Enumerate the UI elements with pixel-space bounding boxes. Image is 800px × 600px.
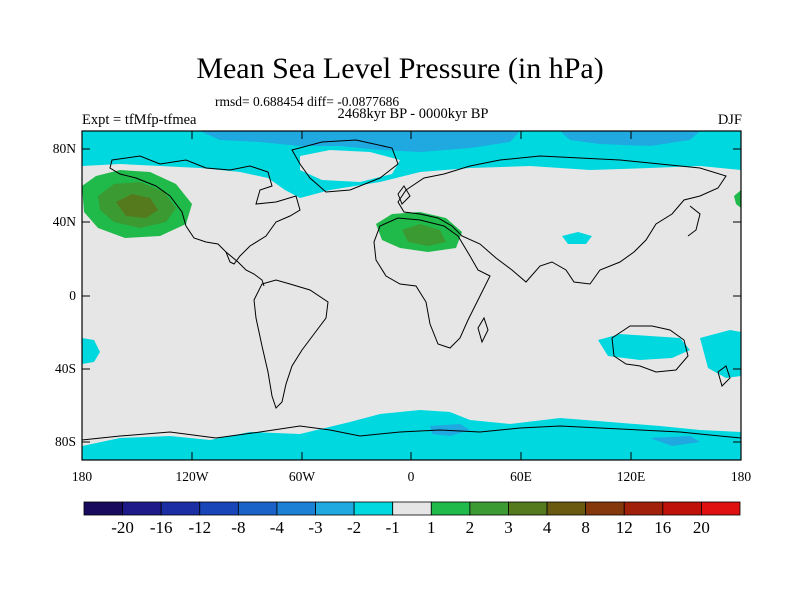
colorbar-label: 8 bbox=[581, 518, 590, 537]
north-pacific-anomaly-olive bbox=[116, 194, 158, 218]
coastline-new-zealand bbox=[717, 365, 731, 387]
arctic-anomaly-blue bbox=[200, 131, 520, 152]
lat-label-40n: 40N bbox=[52, 214, 76, 229]
east-edge-anomaly-green bbox=[734, 190, 741, 208]
colorbar-box bbox=[430, 501, 471, 516]
coastline-japan bbox=[687, 205, 701, 237]
colorbar bbox=[83, 501, 741, 516]
lon-label-120w: 120W bbox=[175, 469, 209, 484]
arctic-anomaly-blue-east bbox=[560, 131, 700, 146]
southwest-pacific-anomaly-cyan bbox=[82, 338, 100, 364]
colorbar-box bbox=[315, 501, 355, 516]
period-line: 2468kyr BP - 0000kyr BP bbox=[337, 106, 489, 122]
colorbar-box bbox=[237, 501, 278, 516]
longitude-ticks bbox=[81, 131, 742, 460]
lon-label-0: 0 bbox=[407, 469, 415, 484]
coastline-africa bbox=[373, 217, 491, 349]
colorbar-label: 12 bbox=[615, 518, 633, 537]
colorbar-box bbox=[160, 501, 201, 516]
southeast-pacific-anomaly-cyan bbox=[700, 330, 741, 378]
north-africa-anomaly-darkgreen bbox=[402, 224, 446, 246]
map-field bbox=[82, 131, 741, 460]
colorbar-label: -8 bbox=[231, 518, 246, 537]
colorbar-box bbox=[585, 501, 625, 516]
coastline-eurasia bbox=[397, 155, 727, 285]
coastline-south-america bbox=[253, 279, 329, 409]
colorbar-label: -4 bbox=[269, 518, 284, 537]
lon-label-60w: 60W bbox=[288, 469, 316, 484]
asia-anomaly-cyan bbox=[562, 232, 592, 244]
lat-label-40s: 40S bbox=[54, 361, 76, 376]
map-title: Mean Sea Level Pressure (in hPa) bbox=[196, 52, 604, 85]
lon-label-180w: 180 bbox=[71, 469, 93, 484]
lat-label-80s: 80S bbox=[54, 434, 76, 449]
latitude-ticks bbox=[82, 148, 741, 443]
colorbar-label: 1 bbox=[427, 518, 436, 537]
colorbar-box bbox=[122, 501, 162, 516]
experiment-label: Expt = tfMfp-tfmea bbox=[82, 112, 197, 128]
coastline-north-america bbox=[109, 155, 301, 265]
australia-anomaly-cyan bbox=[598, 334, 690, 360]
colorbar-label: 20 bbox=[692, 518, 710, 537]
lon-label-180e: 180 bbox=[730, 469, 752, 484]
antarctic-anomaly-blue-east bbox=[650, 436, 700, 446]
colorbar-box bbox=[623, 501, 664, 516]
colorbar-label: -3 bbox=[308, 518, 323, 537]
neutral-background bbox=[82, 131, 741, 460]
lon-label-120e: 120E bbox=[616, 469, 646, 484]
colorbar-box bbox=[701, 501, 741, 516]
colorbar-label: 2 bbox=[465, 518, 475, 537]
greenland-neutral-patch bbox=[300, 150, 400, 182]
colorbar-box bbox=[508, 501, 548, 516]
season-label: DJF bbox=[717, 112, 742, 128]
coastlines bbox=[81, 139, 742, 441]
colorbar-label: -2 bbox=[347, 518, 362, 537]
colorbar-box bbox=[276, 501, 316, 516]
colorbar-label: -16 bbox=[149, 518, 173, 537]
colorbar-label: 4 bbox=[542, 518, 552, 537]
colorbar-box bbox=[199, 501, 239, 516]
colorbar-box bbox=[469, 501, 509, 516]
colorbar-label: 16 bbox=[654, 518, 672, 537]
coastline-australia bbox=[611, 325, 689, 373]
lat-label-80n: 80N bbox=[52, 141, 76, 156]
stats-line: rmsd= 0.688454 diff= -0.0877686 bbox=[215, 94, 400, 109]
colorbar-label: -20 bbox=[111, 518, 134, 537]
colorbar-label: -12 bbox=[188, 518, 212, 537]
coastline-antarctica bbox=[81, 425, 742, 441]
colorbar-box bbox=[546, 501, 587, 516]
colorbar-label: -1 bbox=[385, 518, 400, 537]
coastline-central-america bbox=[225, 251, 265, 287]
colorbar-box bbox=[662, 501, 702, 516]
antarctic-anomaly-cyan bbox=[82, 410, 741, 460]
coastline-greenland bbox=[291, 139, 399, 193]
coastline-uk bbox=[397, 185, 411, 205]
arctic-anomaly-cyan bbox=[82, 131, 741, 198]
coastline-madagascar bbox=[477, 316, 489, 344]
colorbar-label: 3 bbox=[504, 518, 513, 537]
lat-label-0: 0 bbox=[69, 288, 76, 303]
colorbar-box bbox=[353, 501, 394, 516]
colorbar-box bbox=[83, 501, 123, 516]
lon-label-60e: 60E bbox=[510, 469, 532, 484]
colorbar-box bbox=[392, 501, 432, 516]
